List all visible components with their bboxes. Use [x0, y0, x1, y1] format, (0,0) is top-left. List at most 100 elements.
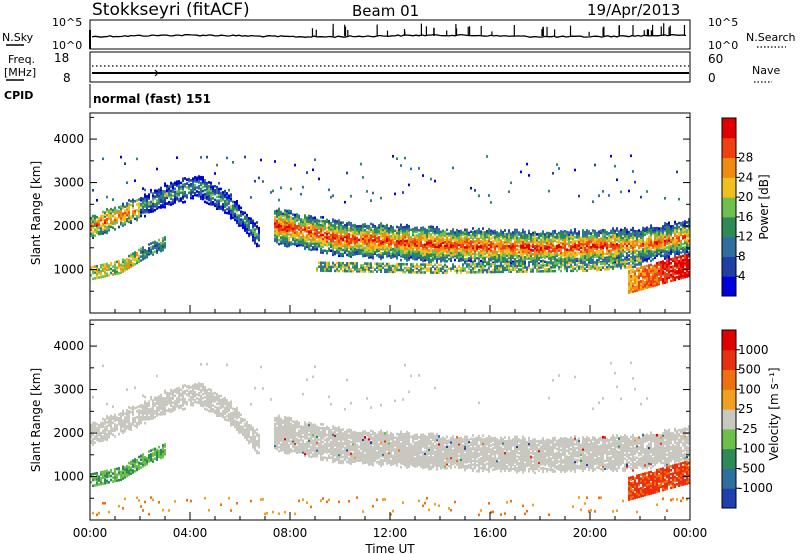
- power-cell: [644, 281, 646, 284]
- power-cell: [146, 199, 148, 202]
- power-cell: [300, 192, 302, 196]
- power-cell: [250, 196, 252, 199]
- power-cell: [396, 157, 398, 160]
- power-cell: [96, 272, 98, 276]
- power-cell: [236, 207, 238, 211]
- power-cell: [128, 254, 130, 258]
- power-cell: [648, 264, 650, 267]
- power-cell: [206, 183, 208, 187]
- power-cell: [304, 220, 306, 223]
- power-cell: [128, 258, 130, 262]
- power-cell: [130, 215, 132, 219]
- power-cell: [218, 191, 220, 195]
- power-cell: [348, 233, 350, 236]
- power-cell: [118, 262, 120, 265]
- power-cell: [634, 285, 636, 289]
- power-cell: [94, 218, 96, 222]
- power-cell: [310, 219, 312, 222]
- power-cell: [246, 215, 248, 219]
- power-cell: [94, 277, 96, 280]
- power-cell: [636, 253, 638, 257]
- power-cell: [242, 218, 244, 222]
- power-cell: [328, 247, 330, 250]
- power-cell: [240, 222, 242, 225]
- power-cell: [324, 261, 326, 265]
- power-cell: [458, 247, 460, 251]
- power-cell: [302, 240, 304, 243]
- power-cell: [582, 261, 584, 265]
- power-cell: [104, 265, 106, 268]
- power-cell: [348, 227, 350, 230]
- power-cell: [612, 259, 614, 263]
- power-cell: [210, 197, 212, 200]
- power-cell: [558, 265, 560, 269]
- power-cell: [630, 269, 632, 272]
- power-cell: [310, 234, 312, 238]
- power-cell: [294, 243, 296, 246]
- power-cell: [142, 207, 144, 210]
- power-cell: [96, 223, 98, 227]
- power-cell: [434, 237, 436, 241]
- power-cell: [670, 238, 672, 242]
- power-cell: [460, 267, 462, 270]
- power-cell: [498, 264, 500, 268]
- power-cell: [206, 155, 208, 159]
- power-cell: [148, 247, 150, 250]
- power-cell: [224, 191, 226, 195]
- power-cell: [186, 196, 188, 199]
- power-cell: [276, 233, 278, 236]
- power-cell: [326, 218, 328, 222]
- power-cell: [620, 228, 622, 232]
- power-cell: [430, 263, 432, 266]
- power-cell: [252, 237, 254, 240]
- power-cell: [430, 177, 432, 181]
- power-cell: [152, 253, 154, 256]
- power-cell: [110, 209, 112, 213]
- power-cell: [118, 271, 120, 275]
- power-cell: [550, 238, 552, 242]
- power-cell: [568, 231, 570, 234]
- power-cell: [138, 256, 140, 260]
- power-cell: [128, 199, 130, 202]
- power-cell: [554, 269, 556, 273]
- power-cell: [120, 213, 122, 216]
- power-cell: [132, 254, 134, 257]
- power-cell: [278, 238, 280, 242]
- power-cell: [304, 243, 306, 247]
- power-cell: [502, 231, 504, 234]
- power-cell: [428, 249, 430, 252]
- freq-panel: Freq. [MHz] 18 8 60 0 Nave: [4, 51, 780, 85]
- power-cell: [466, 228, 468, 232]
- power-cell: [108, 213, 110, 216]
- power-cell: [242, 222, 244, 226]
- power-cell: [128, 203, 130, 206]
- power-cell: [438, 263, 440, 267]
- power-cell: [642, 265, 644, 269]
- power-cell: [310, 230, 312, 234]
- power-cell: [90, 218, 92, 222]
- power-cell: [620, 190, 622, 194]
- power-cell: [198, 175, 200, 178]
- power-cell: [302, 238, 304, 241]
- power-cell: [200, 183, 202, 187]
- power-cell: [190, 184, 192, 188]
- power-cell: [228, 194, 230, 198]
- power-cell: [630, 275, 632, 278]
- power-cell: [442, 245, 444, 248]
- power-cell: [502, 264, 504, 268]
- power-cell: [214, 185, 216, 188]
- power-cell: [104, 223, 106, 226]
- power-cell: [284, 211, 286, 214]
- power-cell: [230, 216, 232, 220]
- power-cell: [288, 242, 290, 246]
- power-cell: [286, 231, 288, 234]
- power-cell: [392, 268, 394, 272]
- power-cell: [650, 247, 652, 251]
- power-cell: [282, 237, 284, 241]
- power-cell: [244, 155, 246, 159]
- power-cell: [532, 253, 534, 256]
- power-cell: [184, 192, 186, 196]
- power-cell: [652, 240, 654, 244]
- power-cell: [164, 244, 166, 247]
- power-cell: [166, 194, 168, 198]
